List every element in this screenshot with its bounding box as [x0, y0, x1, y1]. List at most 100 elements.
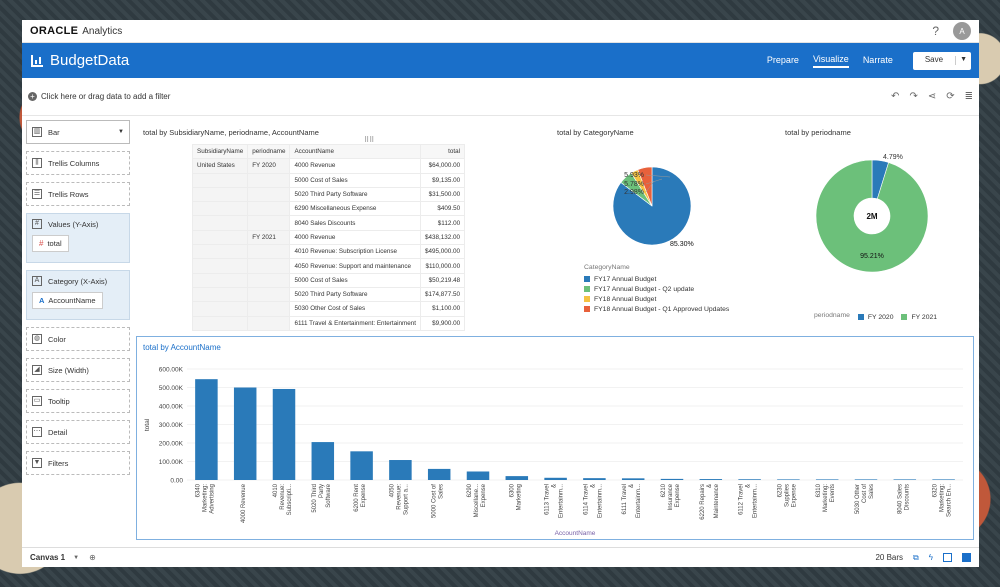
auto-visualize-icon[interactable]: ⧉: [913, 552, 919, 562]
table-cell: 5020 Third Party Software: [289, 186, 422, 203]
legend-item[interactable]: FY17 Annual Budget: [584, 274, 729, 284]
legend-swatch: [584, 306, 590, 312]
table-cell: $1,100.00: [420, 301, 466, 317]
tab-prepare[interactable]: Prepare: [766, 54, 799, 65]
bar-chart[interactable]: 0.00 100.00K 200.00K 300.00K 400.00K 500.00K 6…: [137, 337, 973, 539]
column-header[interactable]: periodname: [247, 143, 291, 160]
bar[interactable]: [389, 460, 412, 480]
bar[interactable]: [738, 479, 761, 480]
pie1-legend-title: CategoryName: [584, 264, 630, 271]
table-row: 6111 Travel & Entertainment: Entertainme…: [191, 315, 466, 331]
bar[interactable]: [621, 478, 645, 480]
table-cell: [191, 258, 249, 274]
size-dropzone[interactable]: ◢ Size (Width): [26, 358, 130, 382]
x-tick-label: 6320Marketing:Search En...: [933, 483, 953, 517]
pie2-chart[interactable]: 2M 4.79% 95.21%: [807, 144, 937, 284]
undo-icon[interactable]: ↶: [891, 91, 900, 102]
bar[interactable]: [466, 471, 490, 480]
tooltip-label: Tooltip: [48, 396, 70, 406]
y-tick-label: 100.00K: [159, 459, 184, 466]
drag-handle-icon[interactable]: ⠿⠿: [364, 137, 375, 144]
share-icon[interactable]: ⋖: [927, 91, 937, 102]
pie1-chart[interactable]: 5.93% 5.78%2.98% 85.30%: [592, 144, 712, 264]
bar[interactable]: [854, 479, 878, 480]
add-filter-icon[interactable]: +: [28, 92, 37, 101]
column-header[interactable]: SubsidiaryName: [191, 143, 249, 160]
help-icon[interactable]: ?: [932, 24, 939, 38]
table-row: 5000 Cost of Sales $50,219.48: [191, 272, 466, 288]
table-cell: United States: [191, 158, 249, 174]
y-tick-label: 500.00K: [159, 385, 184, 392]
filter-bar[interactable]: + Click here or drag data to add a filte…: [22, 78, 979, 116]
refresh-icon[interactable]: ⟳: [946, 91, 955, 102]
legend-item[interactable]: FY18 Annual Budget - Q1 Approved Updates: [584, 304, 729, 314]
table-cell: [191, 229, 249, 246]
bar-count: 20 Bars: [875, 553, 904, 562]
tab-visualize[interactable]: Visualize: [812, 54, 849, 68]
x-tick-label: 6310Marketing:Events: [816, 483, 836, 512]
detail-dropzone[interactable]: ⋯ Detail: [26, 420, 130, 444]
table-cell: $409.50: [420, 201, 466, 217]
x-tick-label: 6114 Travel&Entertainm...: [583, 484, 603, 518]
category-dropzone[interactable]: A Category (X-Axis) A AccountName: [26, 270, 130, 320]
bar[interactable]: [893, 479, 917, 480]
bar[interactable]: [427, 468, 451, 480]
legend-swatch: [584, 296, 590, 302]
pie-slice[interactable]: [815, 159, 929, 273]
bar[interactable]: [815, 479, 839, 480]
legend-item[interactable]: FY 2020: [857, 312, 893, 322]
tooltip-dropzone[interactable]: ▭ Tooltip: [26, 389, 130, 413]
panel-toggle-icon[interactable]: [962, 553, 971, 562]
add-canvas-icon[interactable]: ⊕: [89, 553, 96, 562]
table-cell: [247, 186, 291, 203]
bar[interactable]: [350, 451, 373, 480]
avatar[interactable]: A: [953, 22, 971, 40]
legend-item[interactable]: FY17 Annual Budget - Q2 update: [584, 284, 729, 294]
layout-icon[interactable]: [943, 553, 952, 562]
column-header[interactable]: AccountName: [289, 143, 422, 160]
table-cell: [191, 244, 249, 260]
x-tick-label: 5000 Cost ofSales: [432, 484, 445, 518]
chart-type-select[interactable]: ▥ Bar ▼: [26, 120, 130, 144]
trellis-columns-dropzone[interactable]: ⫼ Trellis Columns: [26, 151, 130, 175]
menu-icon[interactable]: ≣: [964, 91, 973, 102]
bar[interactable]: [660, 478, 684, 480]
chevron-down-icon[interactable]: ▼: [955, 56, 971, 65]
y-tick-label: 400.00K: [159, 404, 184, 411]
save-button[interactable]: Save ▼: [912, 51, 971, 70]
bar[interactable]: [233, 387, 257, 481]
bar[interactable]: [777, 479, 800, 480]
column-header[interactable]: total: [420, 143, 466, 160]
color-dropzone[interactable]: ◍ Color: [26, 327, 130, 351]
tooltip-icon: ▭: [32, 396, 42, 406]
pie1-title: total by CategoryName: [557, 128, 634, 137]
trellis-rows-dropzone[interactable]: ☰ Trellis Rows: [26, 182, 130, 206]
bar[interactable]: [505, 476, 529, 480]
bar[interactable]: [932, 479, 955, 480]
lightning-icon[interactable]: ϟ: [928, 553, 933, 562]
category-item-accountname[interactable]: A AccountName: [32, 292, 103, 309]
redo-icon[interactable]: ↷: [909, 91, 918, 102]
table-cell: 5000 Cost of Sales: [289, 272, 422, 288]
filters-dropzone[interactable]: ▼ Filters: [26, 451, 130, 475]
category-label: Category (X-Axis): [48, 276, 108, 286]
bar[interactable]: [195, 379, 218, 480]
pie-slice[interactable]: [637, 166, 653, 207]
canvas-tab[interactable]: Canvas 1: [30, 553, 66, 562]
legend-item[interactable]: FY 2021: [901, 312, 937, 322]
values-item-label: total: [47, 239, 62, 248]
bar[interactable]: [311, 442, 335, 480]
bar-chart-panel[interactable]: total by AccountName 0.00 100.00K 200.00K 3…: [136, 336, 974, 540]
bar[interactable]: [544, 477, 567, 480]
table-cell: $174,877.50: [420, 286, 466, 303]
table-cell: FY 2020: [247, 158, 291, 174]
values-dropzone[interactable]: # Values (Y-Axis) # total: [26, 213, 130, 263]
bar[interactable]: [583, 478, 606, 480]
filter-placeholder[interactable]: Click here or drag data to add a filter: [41, 92, 171, 101]
bar[interactable]: [699, 479, 723, 480]
tab-narrate[interactable]: Narrate: [862, 54, 893, 65]
legend-item[interactable]: FY18 Annual Budget: [584, 294, 729, 304]
values-item-total[interactable]: # total: [32, 235, 69, 252]
chevron-down-icon[interactable]: ▼: [73, 554, 80, 561]
bar[interactable]: [272, 388, 296, 480]
